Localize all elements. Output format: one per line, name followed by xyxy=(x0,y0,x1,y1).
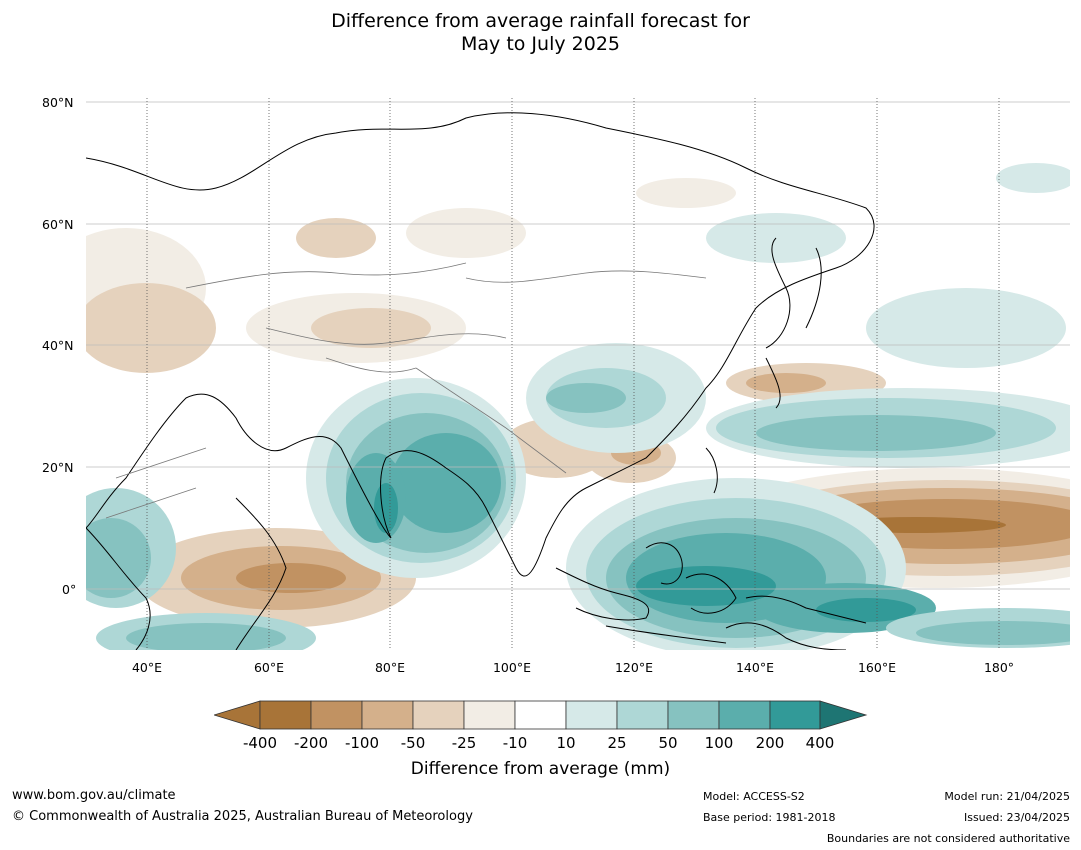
colorbar-bin xyxy=(259,700,312,730)
colorbar-label: 25 xyxy=(607,734,627,752)
colorbar-low-arrow xyxy=(214,700,261,730)
copyright-text: © Commonwealth of Australia 2025, Austra… xyxy=(12,809,473,824)
wet-anomaly-fields xyxy=(86,163,1070,650)
colorbar-bin xyxy=(310,700,363,730)
lon-tick-180: 180° xyxy=(983,660,1015,675)
lat-tick-40n: 40°N xyxy=(42,338,74,353)
lat-tick-80n: 80°N xyxy=(42,95,74,110)
lat-gridlines xyxy=(86,101,1070,590)
colorbar-label: 10 xyxy=(556,734,576,752)
colorbar-label: -200 xyxy=(293,734,329,752)
base-period-text: Base period: 1981-2018 xyxy=(703,811,836,824)
lon-tick-40e: 40°E xyxy=(131,660,163,675)
boundaries-disclaimer: Boundaries are not considered authoritat… xyxy=(826,832,1070,845)
colorbar-bin xyxy=(412,700,465,730)
colorbar-label: -25 xyxy=(451,734,477,752)
title-line-1: Difference from average rainfall forecas… xyxy=(331,10,750,32)
colorbar-label: 50 xyxy=(658,734,678,752)
title-line-2: May to July 2025 xyxy=(461,33,620,55)
model-text: Model: ACCESS-S2 xyxy=(703,790,805,803)
colorbar xyxy=(214,700,868,730)
colorbar-label: 100 xyxy=(704,734,734,752)
colorbar-bin xyxy=(361,700,414,730)
country-borders xyxy=(105,262,707,519)
colorbar-bin xyxy=(616,700,669,730)
colorbar-bin xyxy=(514,700,567,730)
colorbar-label: -400 xyxy=(242,734,278,752)
lon-gridlines xyxy=(146,98,1000,650)
colorbar-bin xyxy=(718,700,771,730)
lon-tick-60e: 60°E xyxy=(253,660,285,675)
colorbar-title: Difference from average (mm) xyxy=(410,759,671,779)
lon-tick-140e: 140°E xyxy=(735,660,774,675)
coastlines xyxy=(86,112,875,650)
model-run-text: Model run: 21/04/2025 xyxy=(944,790,1070,803)
colorbar-bin xyxy=(463,700,516,730)
lon-tick-160e: 160°E xyxy=(857,660,896,675)
colorbar-high-arrow xyxy=(819,700,868,730)
lat-tick-60n: 60°N xyxy=(42,217,74,232)
colorbar-label: 200 xyxy=(755,734,785,752)
bom-url-link[interactable]: www.bom.gov.au/climate xyxy=(12,788,176,803)
colorbar-label: -50 xyxy=(400,734,426,752)
issued-text: Issued: 23/04/2025 xyxy=(963,811,1070,824)
map-canvas xyxy=(86,98,1070,650)
lat-tick-20n: 20°N xyxy=(42,460,74,475)
colorbar-bin xyxy=(769,700,821,730)
map-title: Difference from average rainfall forecas… xyxy=(0,10,1081,56)
lon-tick-80e: 80°E xyxy=(374,660,406,675)
lon-tick-100e: 100°E xyxy=(492,660,531,675)
colorbar-bin xyxy=(565,700,618,730)
colorbar-label: 400 xyxy=(805,734,835,752)
colorbar-bin xyxy=(667,700,720,730)
colorbar-label: -10 xyxy=(502,734,528,752)
lat-tick-equator: 0° xyxy=(62,582,77,597)
lon-tick-120e: 120°E xyxy=(614,660,653,675)
colorbar-label: -100 xyxy=(344,734,380,752)
rainfall-anomaly-map xyxy=(86,98,1070,650)
